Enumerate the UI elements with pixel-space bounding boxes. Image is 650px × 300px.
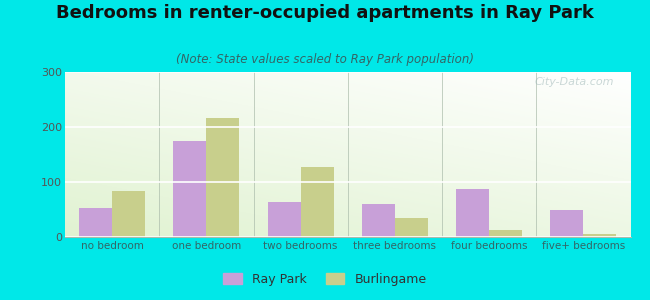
Bar [362, 204, 395, 237]
Bar [395, 218, 428, 237]
Text: (Note: State values scaled to Ray Park population): (Note: State values scaled to Ray Park p… [176, 52, 474, 65]
Bar [174, 141, 207, 237]
Text: Bedrooms in renter-occupied apartments in Ray Park: Bedrooms in renter-occupied apartments i… [56, 4, 594, 22]
Bar [584, 234, 616, 237]
Bar [79, 208, 112, 237]
Bar [112, 191, 145, 237]
Bar [300, 167, 333, 237]
Bar [268, 202, 300, 237]
Bar [489, 230, 522, 237]
Bar [456, 189, 489, 237]
Bar [207, 118, 239, 237]
Bar [551, 209, 584, 237]
Text: City-Data.com: City-Data.com [534, 77, 614, 87]
Legend: Ray Park, Burlingame: Ray Park, Burlingame [218, 268, 432, 291]
